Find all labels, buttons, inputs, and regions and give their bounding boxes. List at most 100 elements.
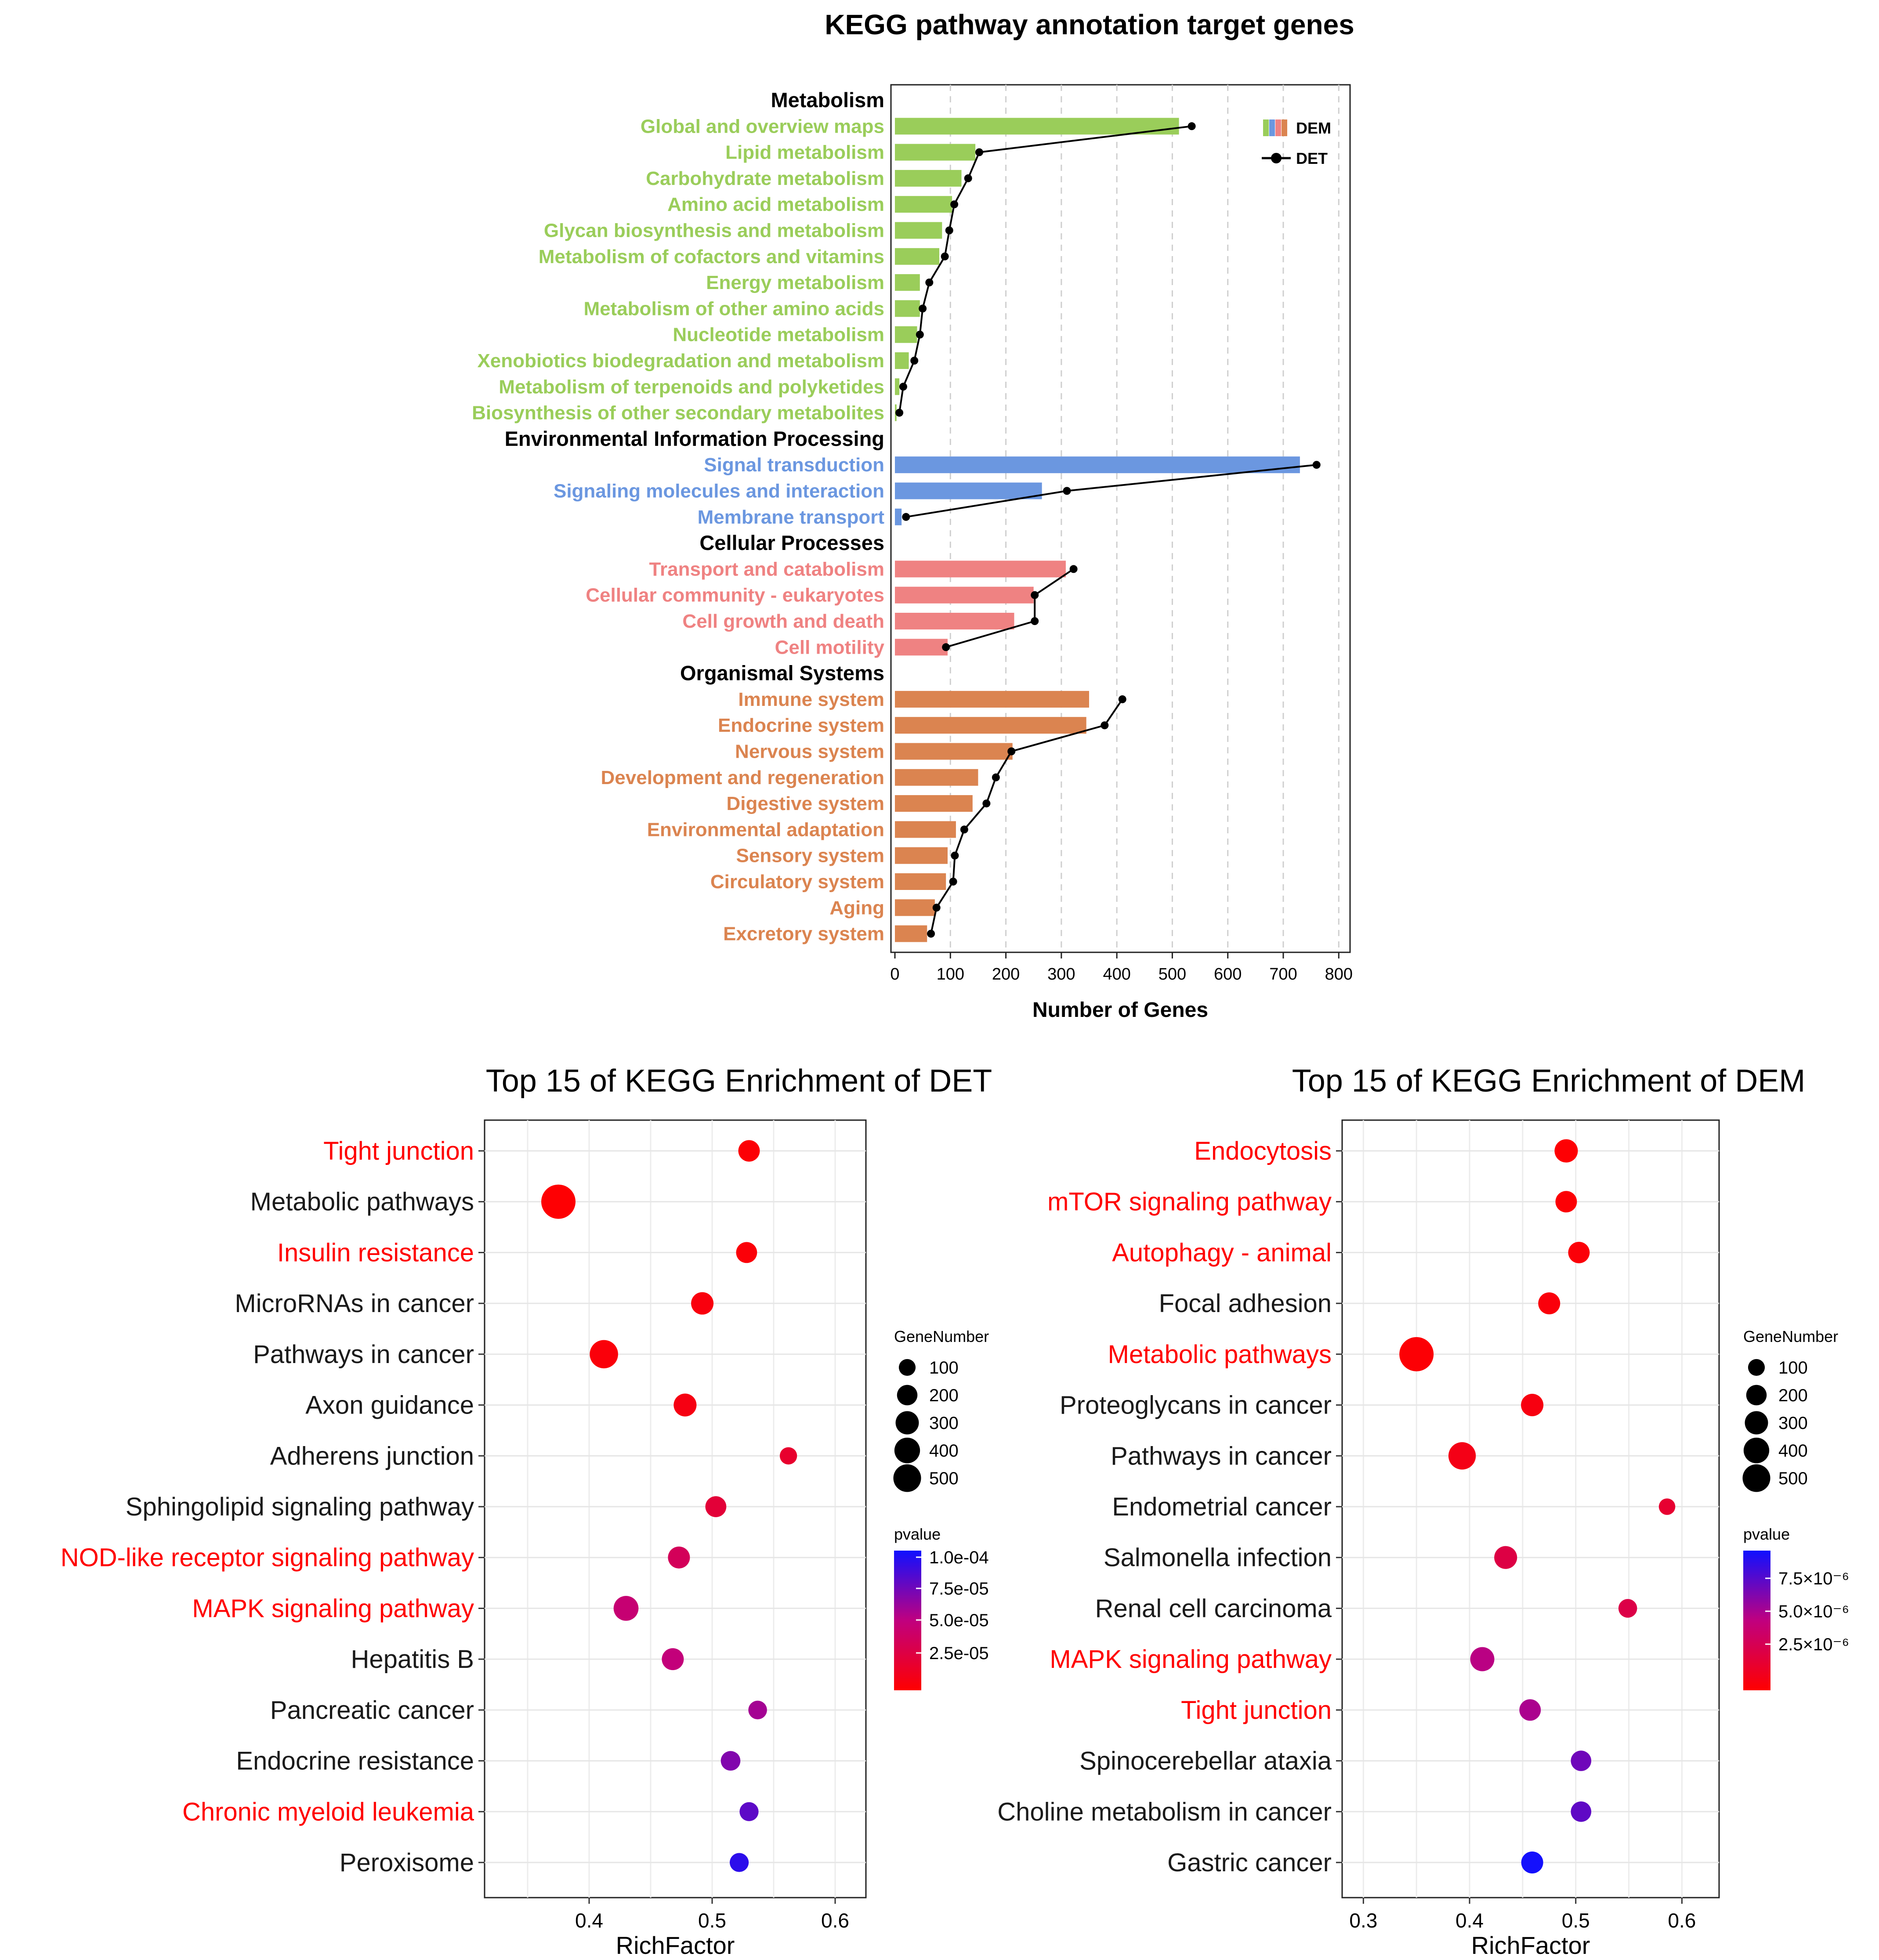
dem-enrichment-dot — [1494, 1546, 1517, 1569]
det-size-legend-dot — [894, 1437, 920, 1464]
dem-size-legend-label: 400 — [1778, 1441, 1808, 1461]
dem-bar — [895, 613, 1014, 629]
det-panel — [484, 1119, 867, 1899]
bar-group-header: Metabolism — [771, 88, 884, 112]
det-enrichment-dot — [668, 1546, 690, 1569]
det-pathway-label: Adherens junction — [270, 1442, 474, 1470]
det-point — [992, 773, 1000, 781]
dem-bar — [895, 925, 927, 942]
legend-dem-swatch — [1275, 119, 1281, 136]
dem-bar — [895, 378, 900, 395]
dem-bar — [895, 222, 942, 239]
det-size-legend-title: GeneNumber — [894, 1327, 989, 1345]
dem-enrichment-dot — [1571, 1750, 1592, 1771]
det-point — [902, 513, 910, 521]
dem-pathway-label: Autophagy - animal — [1112, 1238, 1332, 1267]
bar-category-label: Energy metabolism — [706, 272, 884, 293]
det-size-legend: GeneNumber 100 200 300 400 500 — [893, 1327, 989, 1492]
det-pathway-label: Pathways in cancer — [253, 1340, 474, 1369]
det-enrichment-dot — [748, 1700, 767, 1720]
dem-pathway-label: Tight junction — [1181, 1696, 1332, 1725]
det-enrichment-dot — [736, 1242, 757, 1263]
dem-bar — [895, 170, 962, 187]
dem-enrichment-dot — [1538, 1292, 1560, 1315]
det-enrichment-dot — [673, 1393, 697, 1417]
det-pathway-label: Endocrine resistance — [236, 1747, 474, 1776]
dem-size-legend-dot — [1742, 1464, 1770, 1492]
dem-enrichment-dot — [1521, 1852, 1543, 1873]
dem-enrichment-dot — [1521, 1394, 1544, 1417]
bar-x-tick-label: 400 — [1103, 965, 1130, 984]
bar-chart-xlabel: Number of Genes — [1032, 998, 1208, 1022]
det-pathway-label: NOD-like receptor signaling pathway — [61, 1544, 474, 1572]
det-enrichment-dot — [541, 1184, 576, 1219]
det-pathway-label: Metabolic pathways — [250, 1188, 474, 1216]
dem-enrichment-dot — [1470, 1647, 1495, 1671]
bar-category-label: Transport and catabolism — [649, 558, 884, 580]
det-enrichment-dot — [705, 1496, 727, 1517]
dem-color-legend-label: 5.0×10⁻⁶ — [1778, 1602, 1849, 1621]
bar-category-label: Lipid metabolism — [725, 142, 884, 163]
bar-chart-legend: DEM DET — [1262, 119, 1331, 167]
dem-bar — [895, 274, 920, 291]
bar-category-label: Glycan biosynthesis and metabolism — [544, 220, 884, 242]
det-size-legend-dot — [897, 1385, 918, 1406]
bar-category-label: Environmental adaptation — [647, 819, 884, 840]
bar-x-tick-label: 100 — [937, 965, 964, 984]
dem-bar — [895, 743, 1013, 760]
det-size-legend-label: 100 — [929, 1358, 959, 1378]
dem-pathway-label: mTOR signaling pathway — [1047, 1188, 1332, 1216]
det-point — [949, 878, 957, 886]
det-point — [927, 929, 935, 938]
det-point — [942, 643, 950, 651]
bar-x-tick-label: 0 — [890, 965, 899, 984]
bar-category-label: Nervous system — [735, 741, 884, 763]
bar-x-tick-label: 500 — [1159, 965, 1186, 984]
dem-pathway-label: Choline metabolism in cancer — [997, 1797, 1332, 1826]
dem-enrichment-dot — [1519, 1699, 1541, 1721]
det-line — [945, 568, 1074, 648]
bar-category-label: Xenobiotics biodegradation and metabolis… — [477, 350, 884, 372]
det-size-legend-dot — [895, 1411, 919, 1435]
dem-pathway-label: Endometrial cancer — [1112, 1493, 1332, 1521]
bar-category-label: Global and overview maps — [641, 116, 884, 137]
bar-category-label: Metabolism of terpenoids and polyketides — [499, 376, 884, 398]
dem-bar — [895, 508, 902, 525]
legend-det-label: DET — [1296, 149, 1328, 167]
bar-category-label: Excretory system — [723, 923, 884, 945]
det-x-tick-label: 0.5 — [698, 1909, 726, 1932]
bar-category-label: Signal transduction — [704, 454, 884, 476]
dem-color-legend-title: pvalue — [1743, 1525, 1790, 1543]
legend-dem-swatch — [1263, 119, 1269, 136]
dem-bar — [895, 899, 935, 916]
bar-category-label: Metabolism of cofactors and vitamins — [539, 246, 884, 268]
det-point — [982, 799, 991, 808]
det-size-legend-label: 400 — [929, 1441, 959, 1461]
det-point — [1031, 617, 1039, 625]
dem-size-legend-label: 100 — [1778, 1358, 1808, 1378]
det-color-legend-label: 1.0e-04 — [929, 1548, 989, 1567]
dem-bar — [895, 639, 948, 656]
dem-bar — [895, 352, 909, 369]
det-point — [1031, 591, 1039, 599]
det-point — [916, 330, 924, 339]
dem-bar — [895, 300, 920, 317]
bar-category-label: Digestive system — [726, 793, 884, 814]
dem-bar — [895, 795, 973, 812]
bar-group-header: Cellular Processes — [699, 531, 884, 554]
dem-size-legend-label: 300 — [1778, 1414, 1808, 1433]
det-line — [898, 125, 1192, 413]
dem-color-legend-label: 7.5×10⁻⁶ — [1778, 1569, 1849, 1588]
det-color-legend-title: pvalue — [894, 1525, 941, 1543]
det-point — [1063, 487, 1071, 495]
bar-x-tick-label: 600 — [1214, 965, 1242, 984]
dem-bar — [895, 847, 948, 864]
legend-dem-label: DEM — [1296, 119, 1331, 137]
det-title: Top 15 of KEGG Enrichment of DET — [486, 1063, 992, 1099]
det-x-tick-label: 0.6 — [821, 1909, 849, 1932]
bar-x-tick-label: 300 — [1047, 965, 1075, 984]
dem-enrichment-dot — [1658, 1498, 1676, 1515]
dem-color-legend: pvalue 7.5×10⁻⁶ 5.0×10⁻⁶ 2.5×10⁻⁶ — [1743, 1525, 1849, 1690]
det-point — [1118, 695, 1126, 703]
det-color-legend: pvalue 1.0e-04 7.5e-05 5.0e-05 2.5e-05 — [894, 1525, 989, 1690]
